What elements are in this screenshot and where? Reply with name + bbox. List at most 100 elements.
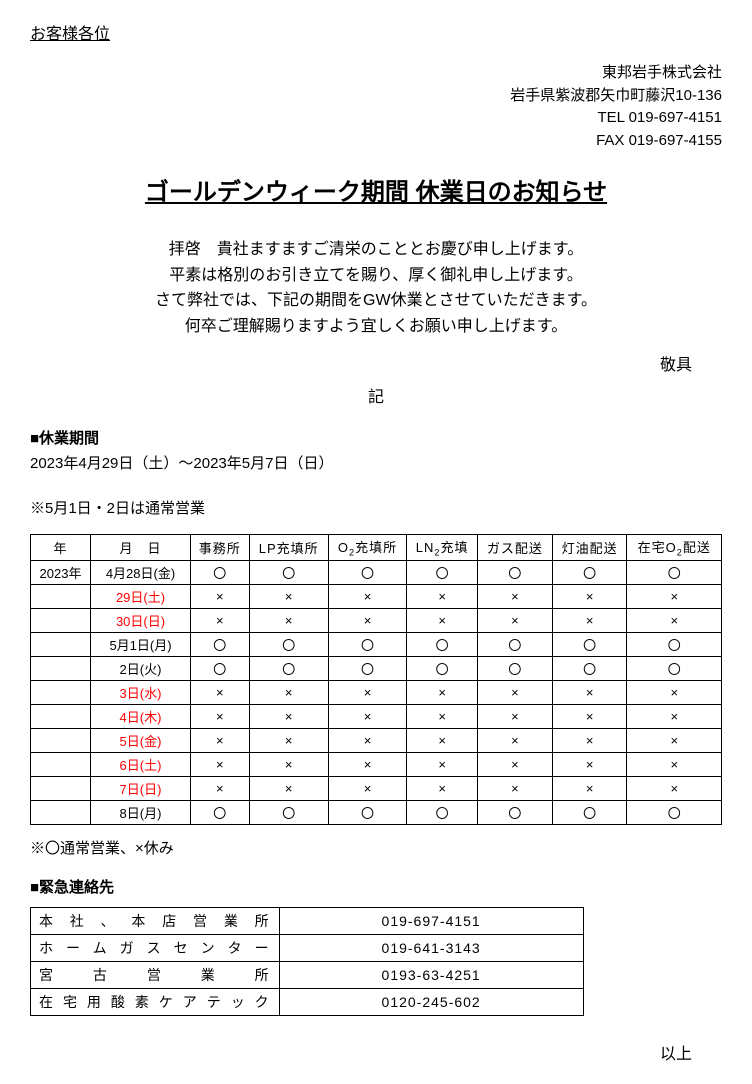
schedule-header-cell: 事務所 bbox=[191, 535, 250, 561]
status-cell: × bbox=[407, 608, 478, 632]
schedule-header-cell: 年 bbox=[31, 535, 91, 561]
year-cell bbox=[31, 728, 91, 752]
status-cell: × bbox=[191, 584, 250, 608]
year-cell bbox=[31, 632, 91, 656]
date-cell: 29日(土) bbox=[91, 584, 191, 608]
status-cell: 〇 bbox=[328, 632, 406, 656]
greeting-block: 拝啓 貴社ますますご清栄のこととお慶び申し上げます。 平素は格別のお引き立てを賜… bbox=[30, 237, 722, 339]
closing-word: 敬具 bbox=[30, 351, 692, 375]
status-cell: × bbox=[328, 680, 406, 704]
status-cell: × bbox=[627, 704, 722, 728]
status-cell: × bbox=[328, 752, 406, 776]
year-cell bbox=[31, 704, 91, 728]
status-cell: × bbox=[478, 728, 553, 752]
status-cell: × bbox=[328, 584, 406, 608]
status-cell: × bbox=[478, 680, 553, 704]
status-cell: × bbox=[191, 704, 250, 728]
status-cell: × bbox=[249, 608, 328, 632]
status-cell: 〇 bbox=[478, 632, 553, 656]
year-cell: 2023年 bbox=[31, 560, 91, 584]
schedule-header-cell: 在宅O2配送 bbox=[627, 535, 722, 561]
status-cell: 〇 bbox=[407, 800, 478, 824]
date-cell: 8日(月) bbox=[91, 800, 191, 824]
schedule-row: 2日(火)〇〇〇〇〇〇〇 bbox=[31, 656, 722, 680]
contact-name: 本社、本店営業所 bbox=[31, 907, 280, 934]
year-cell bbox=[31, 608, 91, 632]
schedule-row: 2023年4月28日(金)〇〇〇〇〇〇〇 bbox=[31, 560, 722, 584]
status-cell: × bbox=[552, 752, 627, 776]
status-cell: 〇 bbox=[478, 560, 553, 584]
contact-row: 在宅用酸素ケアテック0120-245-602 bbox=[31, 988, 584, 1015]
status-cell: × bbox=[478, 776, 553, 800]
status-cell: 〇 bbox=[328, 800, 406, 824]
status-cell: × bbox=[407, 584, 478, 608]
status-cell: × bbox=[552, 776, 627, 800]
schedule-row: 4日(木)××××××× bbox=[31, 704, 722, 728]
status-cell: 〇 bbox=[191, 656, 250, 680]
sender-tel: TEL 019-697-4151 bbox=[30, 107, 722, 130]
schedule-header-cell: 月 日 bbox=[91, 535, 191, 561]
status-cell: × bbox=[407, 680, 478, 704]
period-heading: ■休業期間 bbox=[30, 427, 722, 448]
year-cell bbox=[31, 800, 91, 824]
year-cell bbox=[31, 776, 91, 800]
contact-name: 宮古営業所 bbox=[31, 961, 280, 988]
sender-company: 東邦岩手株式会社 bbox=[30, 62, 722, 85]
schedule-header-row: 年月 日事務所LP充填所O2充填所LN2充填ガス配送灯油配送在宅O2配送 bbox=[31, 535, 722, 561]
period-text: 2023年4月29日（土）～2023年5月7日（日） bbox=[30, 452, 722, 473]
status-cell: × bbox=[627, 680, 722, 704]
schedule-header-cell: LP充填所 bbox=[249, 535, 328, 561]
year-cell bbox=[31, 680, 91, 704]
sender-block: 東邦岩手株式会社 岩手県紫波郡矢巾町藤沢10-136 TEL 019-697-4… bbox=[30, 62, 722, 152]
status-cell: 〇 bbox=[191, 560, 250, 584]
status-cell: × bbox=[552, 584, 627, 608]
date-cell: 5月1日(月) bbox=[91, 632, 191, 656]
sender-fax: FAX 019-697-4155 bbox=[30, 130, 722, 153]
business-note: ※5月1日・2日は通常営業 bbox=[30, 497, 722, 518]
status-cell: 〇 bbox=[552, 632, 627, 656]
greeting-line: さて弊社では、下記の期間をGW休業とさせていただきます。 bbox=[30, 288, 722, 314]
schedule-row: 30日(日)××××××× bbox=[31, 608, 722, 632]
status-cell: 〇 bbox=[478, 656, 553, 680]
contacts-heading: ■緊急連絡先 bbox=[30, 876, 722, 897]
status-cell: × bbox=[191, 752, 250, 776]
schedule-row: 5日(金)××××××× bbox=[31, 728, 722, 752]
date-cell: 6日(土) bbox=[91, 752, 191, 776]
status-cell: × bbox=[478, 752, 553, 776]
year-cell bbox=[31, 752, 91, 776]
contact-phone: 0193-63-4251 bbox=[279, 961, 583, 988]
status-cell: × bbox=[627, 584, 722, 608]
status-cell: × bbox=[627, 752, 722, 776]
marker: 記 bbox=[30, 383, 722, 407]
status-cell: × bbox=[249, 776, 328, 800]
status-cell: × bbox=[627, 608, 722, 632]
status-cell: × bbox=[407, 704, 478, 728]
greeting-line: 平素は格別のお引き立てを賜り、厚く御礼申し上げます。 bbox=[30, 263, 722, 289]
date-cell: 30日(日) bbox=[91, 608, 191, 632]
status-cell: 〇 bbox=[191, 632, 250, 656]
status-cell: 〇 bbox=[478, 800, 553, 824]
status-cell: 〇 bbox=[627, 800, 722, 824]
status-cell: × bbox=[552, 680, 627, 704]
status-cell: × bbox=[191, 680, 250, 704]
status-cell: × bbox=[407, 728, 478, 752]
status-cell: × bbox=[478, 584, 553, 608]
schedule-header-cell: O2充填所 bbox=[328, 535, 406, 561]
end-marker: 以上 bbox=[30, 1040, 692, 1064]
schedule-row: 6日(土)××××××× bbox=[31, 752, 722, 776]
status-cell: × bbox=[328, 728, 406, 752]
status-cell: × bbox=[191, 776, 250, 800]
schedule-row: 5月1日(月)〇〇〇〇〇〇〇 bbox=[31, 632, 722, 656]
status-cell: 〇 bbox=[328, 656, 406, 680]
contact-name: 在宅用酸素ケアテック bbox=[31, 988, 280, 1015]
schedule-table: 年月 日事務所LP充填所O2充填所LN2充填ガス配送灯油配送在宅O2配送 202… bbox=[30, 534, 722, 825]
sender-address: 岩手県紫波郡矢巾町藤沢10-136 bbox=[30, 85, 722, 108]
schedule-header-cell: 灯油配送 bbox=[552, 535, 627, 561]
status-cell: × bbox=[627, 728, 722, 752]
status-cell: × bbox=[191, 608, 250, 632]
status-cell: × bbox=[328, 776, 406, 800]
status-cell: × bbox=[627, 776, 722, 800]
contact-phone: 019-697-4151 bbox=[279, 907, 583, 934]
status-cell: × bbox=[249, 752, 328, 776]
date-cell: 5日(金) bbox=[91, 728, 191, 752]
